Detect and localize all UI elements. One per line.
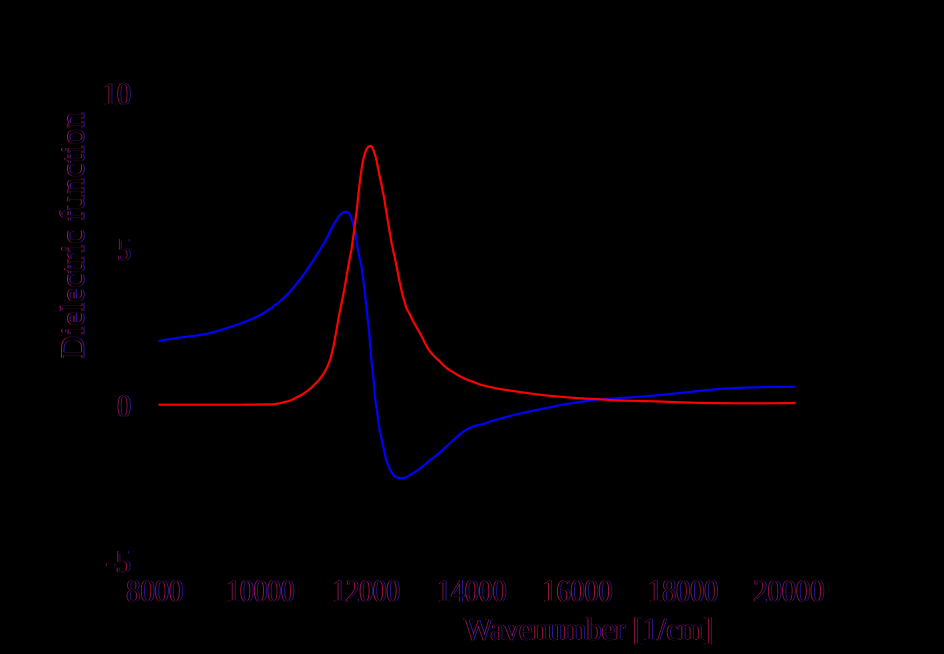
svg-text:Wavenumber [1/cm]: Wavenumber [1/cm] [464,612,714,648]
svg-text:10: 10 [104,76,132,113]
svg-text:Wavenumber [1/cm]: Wavenumber [1/cm] [463,612,713,648]
svg-text:16000: 16000 [542,572,612,609]
svg-text:16000: 16000 [543,572,613,609]
svg-text:14000: 14000 [438,572,508,609]
svg-text:8000: 8000 [127,572,184,609]
svg-text:Dielectric function: Dielectric function [54,112,91,359]
svg-text:12000: 12000 [332,572,400,609]
svg-text:8000: 8000 [126,572,183,609]
svg-text:Wavenumber [1/cm]: Wavenumber [1/cm] [465,612,715,648]
svg-text:20000: 20000 [754,572,825,609]
svg-text:5: 5 [118,232,132,269]
svg-text:20000: 20000 [753,572,824,609]
svg-text:10: 10 [103,76,131,113]
svg-text:12000: 12000 [332,572,400,609]
svg-text:10000: 10000 [227,572,295,609]
svg-text:10000: 10000 [226,572,294,609]
svg-text:5: 5 [118,232,132,269]
svg-text:-5: -5 [105,543,131,580]
svg-text:10: 10 [102,76,130,113]
svg-text:20000: 20000 [753,572,824,609]
svg-text:Dielectric function: Dielectric function [55,112,92,359]
svg-text:14000: 14000 [436,572,506,609]
svg-text:0: 0 [117,388,131,425]
svg-text:-5: -5 [106,543,132,580]
svg-text:5: 5 [117,232,131,269]
svg-text:18000: 18000 [648,572,718,609]
svg-text:16000: 16000 [543,572,613,609]
svg-text:10000: 10000 [227,572,295,609]
svg-text:0: 0 [117,388,131,425]
svg-text:-5: -5 [106,543,132,580]
svg-text:18000: 18000 [648,572,718,609]
svg-text:Dielectric function: Dielectric function [55,112,92,359]
svg-text:18000: 18000 [649,572,719,609]
svg-text:8000: 8000 [125,572,182,609]
svg-text:12000: 12000 [333,572,401,609]
svg-text:0: 0 [118,388,132,425]
svg-text:14000: 14000 [437,572,507,609]
